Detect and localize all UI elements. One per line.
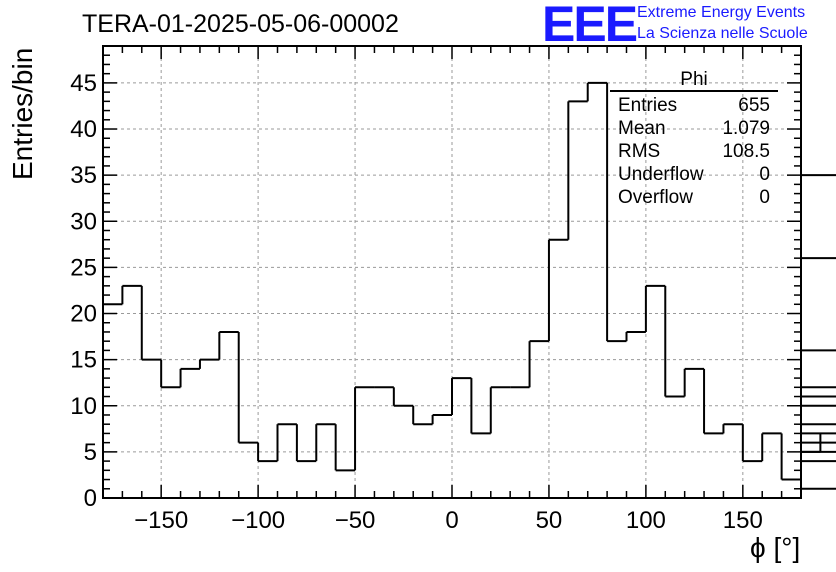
stats-box: Phi Entries 655 Mean 1.079 RMS 108.5 Und…	[610, 70, 778, 209]
histogram-bin	[431, 413, 452, 425]
histogram-bin	[801, 441, 836, 444]
stats-value: 108.5	[722, 141, 770, 162]
histogram-bin	[218, 330, 239, 360]
histogram-bin	[489, 386, 511, 434]
histogram-bin	[315, 423, 336, 462]
histogram-bin	[547, 238, 569, 342]
x-axis-label: ϕ [°]	[750, 532, 801, 563]
x-tick-label: −100	[231, 507, 285, 534]
y-axis-label: Entries/bin	[7, 47, 38, 180]
stats-label: Mean	[618, 118, 666, 139]
y-tick-label: 25	[70, 254, 97, 281]
histogram-bin	[801, 432, 836, 435]
axis-ticks	[102, 45, 802, 499]
histogram-bin	[625, 330, 646, 342]
eee-logo: EEE	[542, 0, 638, 52]
x-tick-label: 0	[445, 507, 458, 534]
stats-row: Overflow 0	[610, 186, 778, 209]
stats-value: 655	[738, 95, 770, 116]
histogram-bin	[586, 81, 608, 102]
histogram-bin	[121, 284, 142, 305]
stats-value: 1.079	[722, 118, 770, 139]
histogram-bin	[528, 340, 549, 388]
histogram-bin	[354, 386, 375, 471]
x-tick-label: 100	[626, 507, 666, 534]
y-tick-label: 40	[70, 116, 97, 143]
histogram-bin	[276, 423, 297, 462]
stats-value: 0	[759, 164, 770, 185]
histogram-bin	[179, 367, 200, 388]
histogram-bin	[722, 423, 743, 434]
histogram-bin	[237, 331, 259, 444]
logo-line-1: Extreme Energy Events	[637, 4, 806, 21]
y-tick-label: 0	[84, 485, 97, 512]
x-tick-label: 150	[723, 507, 763, 534]
stats-label: Overflow	[618, 187, 693, 208]
y-tick-label: 35	[70, 162, 97, 189]
histogram-bin	[334, 424, 356, 472]
histogram-bin	[801, 423, 836, 426]
histogram-bin	[741, 424, 763, 463]
stats-row: Underflow 0	[610, 163, 778, 186]
histogram-bin	[160, 359, 181, 389]
histogram-bin	[257, 442, 278, 463]
histogram-bin	[801, 404, 836, 407]
histogram-bin	[780, 433, 801, 481]
histogram-bin	[801, 395, 836, 398]
y-tick-label: 5	[84, 439, 97, 466]
histogram-bin	[606, 82, 627, 343]
histogram-bin	[567, 100, 588, 240]
stats-label: Underflow	[618, 164, 704, 185]
histogram-bin	[451, 377, 472, 415]
y-tick-label: 15	[70, 347, 97, 374]
histogram-bin	[683, 367, 705, 397]
y-tick-label: 20	[70, 301, 97, 328]
chart-title: TERA-01-2025-05-06-00002	[82, 10, 399, 38]
histogram-bin	[664, 285, 685, 398]
histogram-bin	[801, 450, 836, 453]
y-tick-label: 10	[70, 393, 97, 420]
histogram-bin	[295, 424, 317, 463]
histogram-bin	[140, 285, 162, 361]
histogram-bin	[801, 487, 836, 490]
histogram-bin	[412, 405, 433, 426]
histogram-bin	[703, 368, 724, 435]
histogram-bin	[644, 284, 666, 332]
histogram-bin	[761, 432, 782, 462]
tick-labels: −150 −100 −50 0 50 100 150 0 5 10 15 20 25 30 35 40 45	[70, 70, 763, 534]
stats-row: Entries 655	[610, 94, 778, 117]
histogram-bin	[801, 174, 836, 177]
histogram-bin	[801, 257, 836, 260]
histogram-bin	[198, 358, 220, 369]
y-tick-label: 45	[70, 70, 97, 97]
stats-row: Mean 1.079	[610, 117, 778, 140]
logo-line-2: La Scienza nelle Scuole	[637, 25, 808, 42]
x-tick-label: −150	[134, 507, 188, 534]
stats-title: Phi	[610, 70, 778, 92]
stats-label: RMS	[618, 141, 661, 162]
stats-value: 0	[759, 187, 770, 208]
histogram-bars	[103, 81, 836, 490]
y-tick-label: 30	[70, 208, 97, 235]
x-tick-label: −50	[335, 507, 376, 534]
histogram-bin	[470, 378, 491, 435]
stats-row: RMS 108.5	[610, 140, 778, 163]
histogram-bin	[801, 386, 836, 389]
stats-label: Entries	[618, 95, 678, 116]
histogram-bin	[801, 460, 836, 463]
x-tick-label: 50	[536, 507, 563, 534]
histogram-bin	[392, 387, 414, 407]
